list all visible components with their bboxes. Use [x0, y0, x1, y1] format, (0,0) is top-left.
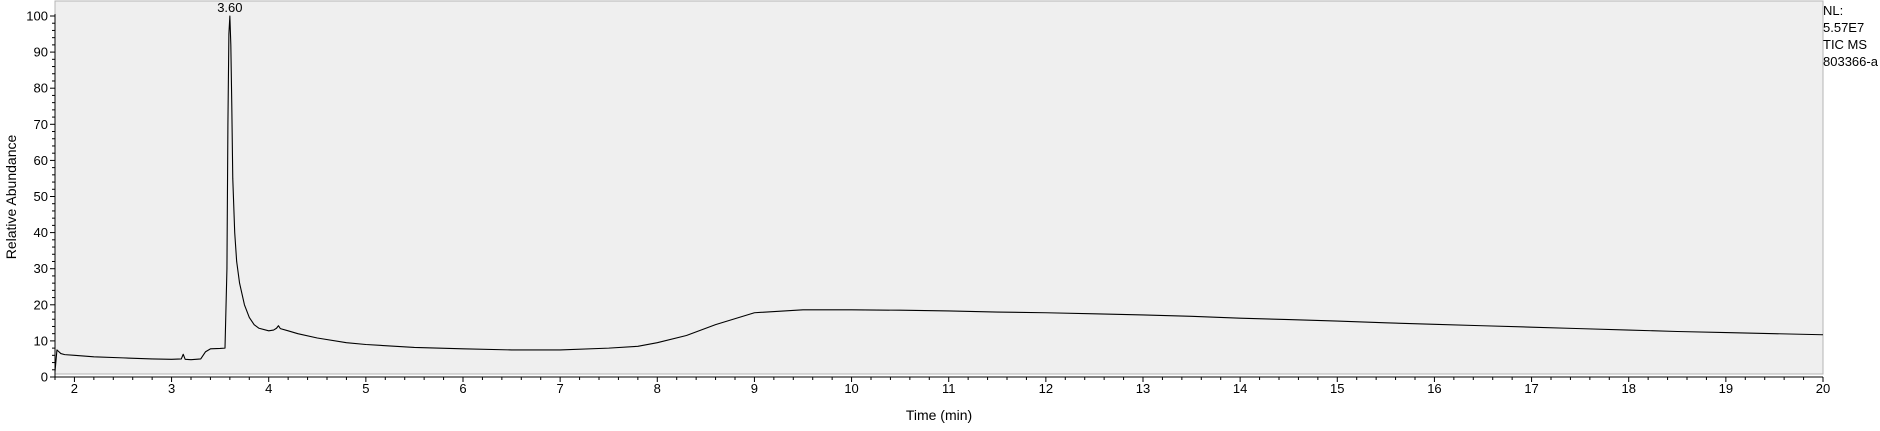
x-tick-label: 3	[168, 381, 175, 396]
x-tick-label: 15	[1330, 381, 1344, 396]
y-tick-label: 30	[34, 261, 48, 276]
annotations: 3.60	[217, 0, 242, 15]
x-tick-label: 18	[1621, 381, 1635, 396]
x-tick-label: 19	[1719, 381, 1733, 396]
x-tick-label: 2	[71, 381, 78, 396]
y-tick-label: 90	[34, 45, 48, 60]
y-tick-label: 10	[34, 333, 48, 348]
y-tick-label: 100	[26, 9, 48, 24]
x-tick-label: 12	[1039, 381, 1053, 396]
acquisition-info: NL: 5.57E7 TIC MS 803366-a	[1823, 2, 1880, 70]
y-tick-label: 50	[34, 189, 48, 204]
x-tick-label: 14	[1233, 381, 1247, 396]
info-line: TIC MS	[1823, 37, 1868, 52]
x-tick-label: 20	[1816, 381, 1830, 396]
x-tick-label: 16	[1427, 381, 1441, 396]
axes: 2 3 4 5 6 7 8 9 10 11 12 13 14 15 16 17 18 19 20 0 10 20 30 40 5…	[26, 9, 1830, 397]
y-tick-label: 40	[34, 225, 48, 240]
info-line: 5.57E7	[1823, 20, 1865, 35]
info-line: 803366-a	[1823, 54, 1878, 69]
x-tick-label: 13	[1136, 381, 1150, 396]
peak-label: 3.60	[217, 0, 242, 15]
x-tick-label: 4	[265, 381, 272, 396]
x-tick-label: 17	[1524, 381, 1538, 396]
y-tick-label: 80	[34, 81, 48, 96]
series-layer	[54, 15, 1824, 372]
y-tick-label: 60	[34, 153, 48, 168]
x-tick-label: 9	[751, 381, 758, 396]
x-tick-label: 6	[459, 381, 466, 396]
x-tick-label: 7	[557, 381, 564, 396]
chromatogram-trace	[54, 15, 1824, 372]
x-axis-title: Time (min)	[906, 407, 972, 423]
y-tick-label: 20	[34, 297, 48, 312]
x-tick-label: 11	[942, 381, 956, 396]
y-axis-title: Relative Abundance	[3, 135, 19, 260]
plot-area	[54, 0, 1824, 375]
info-line: NL:	[1823, 3, 1844, 18]
x-tick-label: 10	[844, 381, 858, 396]
y-tick-label: 70	[34, 117, 48, 132]
x-tick-label: 5	[362, 381, 369, 396]
x-tick-label: 8	[654, 381, 661, 396]
y-tick-label: 0	[41, 370, 48, 385]
